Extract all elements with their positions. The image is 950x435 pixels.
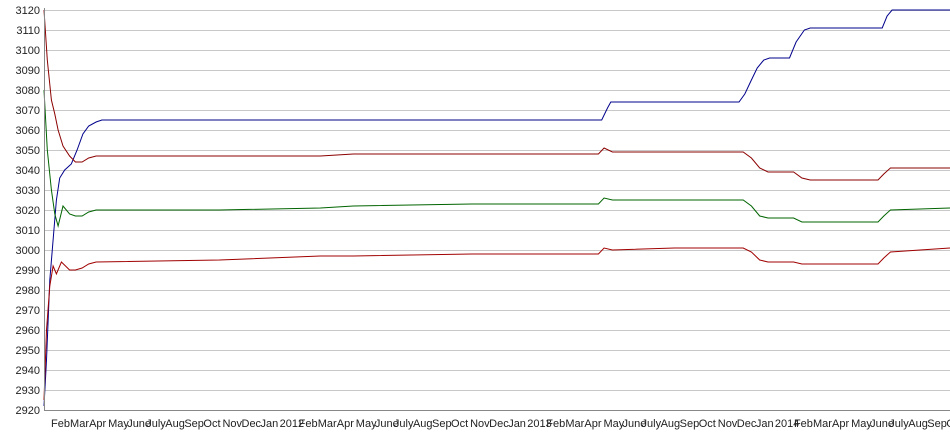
x-tick-label: May — [356, 418, 377, 430]
x-tick-label: Sep — [680, 418, 700, 430]
x-tick-label: Mar — [813, 418, 832, 430]
x-tick-label: Nov — [222, 418, 242, 430]
y-tick-label: 2940 — [16, 365, 40, 377]
x-tick-label: Aug — [908, 418, 928, 430]
x-tick-label: Sep — [927, 418, 947, 430]
x-tick-label: Feb — [299, 418, 318, 430]
x-tick-label: May — [108, 418, 129, 430]
x-tick-label: Mar — [318, 418, 337, 430]
x-tick-label: Feb — [51, 418, 70, 430]
y-tick-label: 3070 — [16, 105, 40, 117]
x-tick-label: Dec — [489, 418, 509, 430]
x-tick-label: Jan — [261, 418, 279, 430]
y-tick-label: 3040 — [16, 165, 40, 177]
y-tick-label: 2980 — [16, 285, 40, 297]
x-tick-label: Aug — [661, 418, 681, 430]
x-tick-label: 2013 — [527, 418, 551, 430]
y-tick-label: 3110 — [16, 25, 40, 37]
x-tick-label: June — [623, 418, 647, 430]
y-axis: 2920 2930 2940 2950 2960 2970 2980 2990 3000 3010… — [16, 5, 40, 417]
x-tick-label: Apr — [89, 418, 106, 430]
x-tick-label: Aug — [165, 418, 185, 430]
x-tick-label: Apr — [337, 418, 354, 430]
y-tick-label: 3050 — [16, 145, 40, 157]
x-tick-label: Oct — [699, 418, 716, 430]
y-tick-label: 3080 — [16, 85, 40, 97]
x-tick-label: June — [127, 418, 151, 430]
series-line-3 — [43, 89, 950, 228]
series-line-1 — [43, 9, 950, 407]
y-tick-label: 2950 — [16, 345, 40, 357]
x-tick-label: Nov — [470, 418, 490, 430]
y-tick-label: 3030 — [16, 185, 40, 197]
x-tick-label: July — [642, 418, 662, 430]
x-tick-label: Feb — [794, 418, 813, 430]
x-tick-label: June — [375, 418, 399, 430]
y-tick-label: 3100 — [16, 45, 40, 57]
x-tick-label: 2014 — [775, 418, 799, 430]
x-tick-label: Feb — [546, 418, 565, 430]
x-tick-label: Apr — [832, 418, 849, 430]
x-tick-label: Jan — [508, 418, 526, 430]
y-tick-label: 3060 — [16, 125, 40, 137]
y-tick-label: 3010 — [16, 225, 40, 237]
x-tick-label: Mar — [565, 418, 584, 430]
y-tick-label: 2930 — [16, 385, 40, 397]
x-tick-label: June — [870, 418, 894, 430]
x-tick-label: Sep — [184, 418, 204, 430]
x-tick-label: Mar — [70, 418, 89, 430]
x-tick-label: Dec — [242, 418, 262, 430]
x-tick-label: Jan — [756, 418, 774, 430]
x-tick-label: May — [603, 418, 624, 430]
y-tick-label: 3000 — [16, 245, 40, 257]
y-tick-label: 2920 — [16, 405, 40, 417]
x-tick-label: Oct — [203, 418, 220, 430]
y-tick-label: 3090 — [16, 65, 40, 77]
x-tick-label: Oct — [946, 418, 950, 430]
x-tick-label: Aug — [413, 418, 433, 430]
x-tick-label: Apr — [584, 418, 601, 430]
x-tick-label: Dec — [737, 418, 757, 430]
x-tick-label: July — [394, 418, 414, 430]
y-tick-label: 3020 — [16, 205, 40, 217]
x-tick-label: May — [851, 418, 872, 430]
y-tick-label: 2960 — [16, 325, 40, 337]
series-line-2 — [43, 9, 950, 181]
series-line-4 — [43, 247, 950, 401]
series-lines — [43, 9, 950, 407]
x-tick-label: Nov — [718, 418, 738, 430]
x-tick-label: Oct — [451, 418, 468, 430]
x-tick-label: July — [146, 418, 166, 430]
y-tick-label: 3120 — [16, 5, 40, 17]
y-tick-label: 2970 — [16, 305, 40, 317]
y-tick-label: 2990 — [16, 265, 40, 277]
x-tick-label: 2012 — [280, 418, 304, 430]
x-tick-label: Sep — [432, 418, 452, 430]
x-tick-label: July — [889, 418, 909, 430]
